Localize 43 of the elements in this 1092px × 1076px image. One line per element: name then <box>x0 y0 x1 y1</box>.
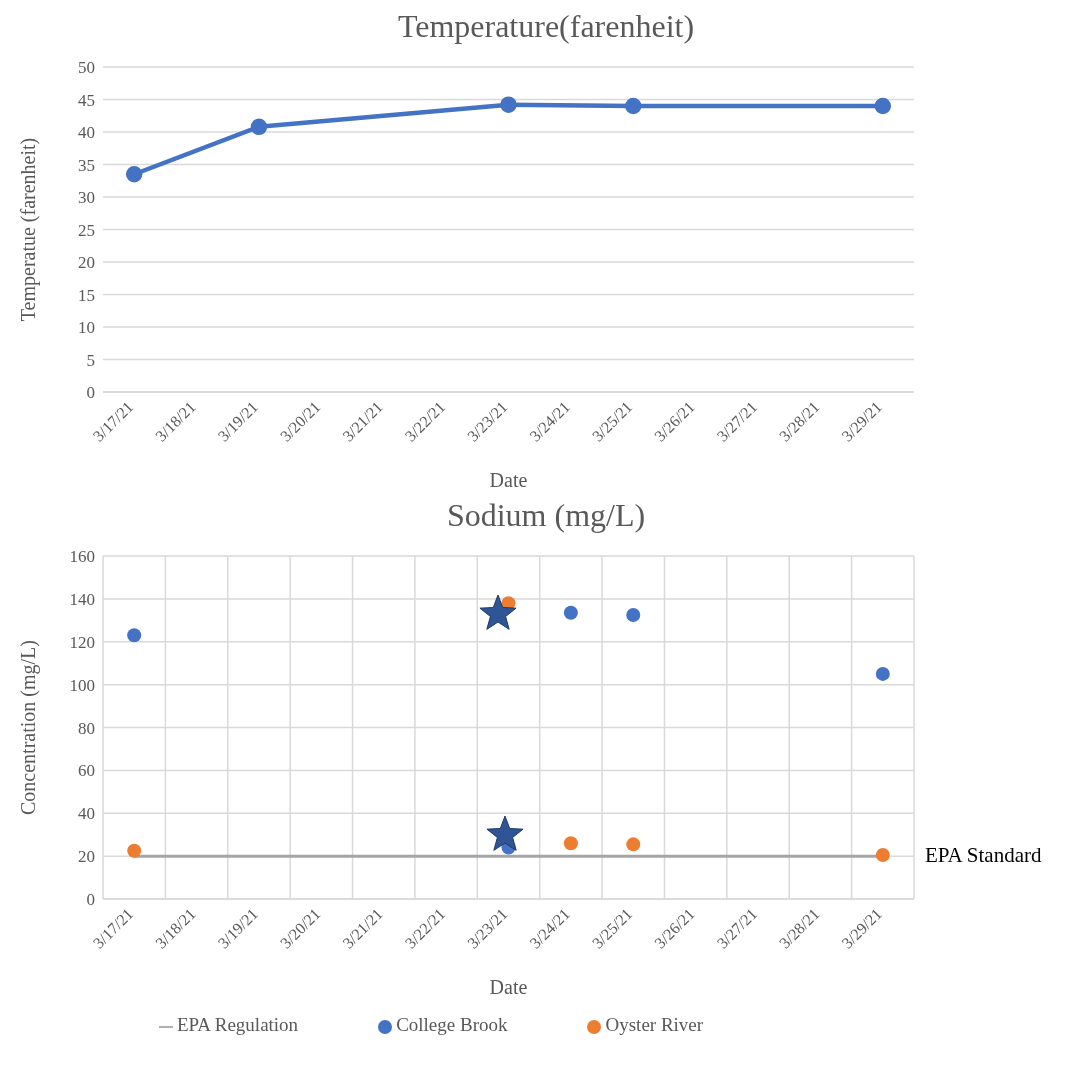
y-tick-label: 0 <box>86 890 95 910</box>
y-tick-label: 5 <box>86 350 95 370</box>
chart-title: Sodium (mg/L) <box>445 497 647 534</box>
legend-label: Oyster River <box>605 1014 704 1035</box>
y-tick-label: 20 <box>78 253 95 273</box>
point <box>875 666 890 681</box>
legend-label: College Brook <box>396 1014 508 1035</box>
point <box>625 97 642 115</box>
y-tick-label: 30 <box>78 188 95 208</box>
y-tick-label: 20 <box>78 847 95 867</box>
y-tick-label: 45 <box>78 90 95 110</box>
point <box>626 607 641 622</box>
y-tick-label: 40 <box>78 804 95 824</box>
y-tick-label: 10 <box>78 318 95 338</box>
point <box>127 628 142 643</box>
legend-label: EPA Regulation <box>176 1014 299 1035</box>
point <box>125 166 143 183</box>
point <box>563 836 578 851</box>
point <box>563 605 578 620</box>
point <box>626 837 641 852</box>
point <box>250 118 268 136</box>
point <box>500 96 517 113</box>
y-tick-label: 25 <box>78 220 95 240</box>
y-tick-label: 50 <box>78 58 95 78</box>
y-axis-title: Concentration (mg/L) <box>17 640 41 815</box>
x-axis-title: Date <box>489 976 528 998</box>
y-tick-label: 80 <box>78 718 95 738</box>
point <box>127 843 142 858</box>
y-tick-label: 35 <box>78 155 95 175</box>
y-tick-label: 60 <box>78 761 95 781</box>
y-tick-label: 40 <box>78 123 95 143</box>
x-axis-title: Date <box>489 469 528 491</box>
point <box>874 97 892 115</box>
y-tick-label: 100 <box>69 675 95 695</box>
text: EPA Standard <box>925 843 1042 868</box>
y-axis-title: Temperatue (farenheit) <box>17 137 41 322</box>
y-tick-label: 0 <box>86 383 95 403</box>
chart-title: Temperature(farenheit) <box>396 8 696 45</box>
y-tick-label: 15 <box>78 285 95 305</box>
y-tick-label: 120 <box>69 632 95 652</box>
point <box>875 848 890 863</box>
y-tick-label: 140 <box>69 589 95 609</box>
y-tick-label: 160 <box>69 547 95 567</box>
